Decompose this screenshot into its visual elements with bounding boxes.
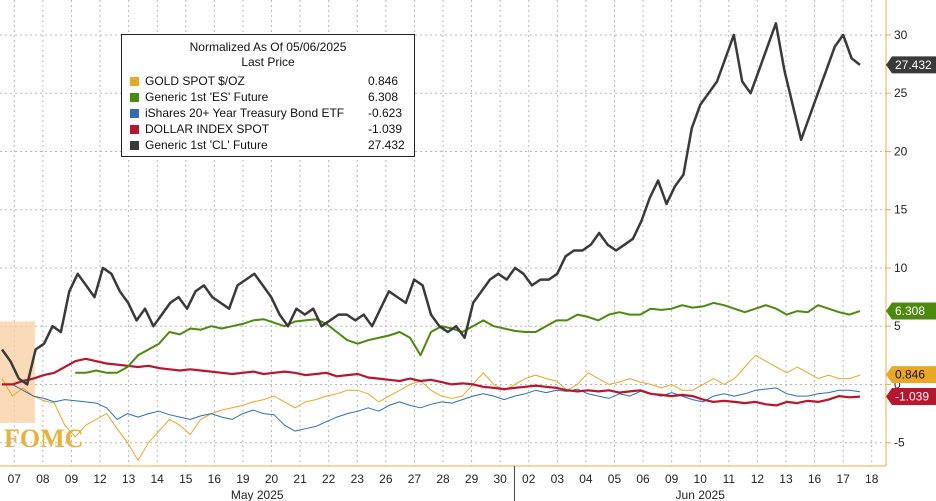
x-tick-label: 07	[8, 472, 22, 486]
x-tick-label: 14	[151, 472, 165, 486]
legend-label-cl: Generic 1st 'CL' Future	[145, 138, 268, 152]
x-axis-labels: 07 08 09 12 13 14 15 16 19 20 21 22 23 26 27 28 29 30 02 03…	[8, 466, 879, 501]
month-label: May 2025	[231, 488, 284, 501]
last-value-tag-text: -1.039	[895, 390, 929, 404]
x-tick-label: 19	[236, 472, 250, 486]
series-line	[0, 22, 861, 386]
x-tick-label: 12	[93, 472, 107, 486]
legend-title: Normalized As Of 05/06/2025	[189, 40, 347, 54]
last-value-tag-text: 6.308	[895, 304, 925, 318]
legend-value-es: 6.308	[368, 90, 399, 104]
last-value-tag	[886, 366, 936, 384]
y-tick-label: 20	[894, 144, 908, 158]
x-tick-label: 02	[522, 472, 536, 486]
x-tick-label: 12	[751, 472, 765, 486]
last-value-tag-text: 27.432	[895, 58, 932, 72]
x-tick-label: 21	[293, 472, 307, 486]
legend-value-cl: 27.432	[368, 138, 405, 152]
x-tick-label: 08	[36, 472, 50, 486]
legend-entry-dxy: DOLLAR INDEX SPOT -1.039	[122, 121, 414, 137]
x-tick-label: 16	[808, 472, 822, 486]
series-line	[2, 357, 861, 407]
x-tick-label: 04	[579, 472, 593, 486]
last-value-tag	[886, 302, 936, 320]
legend-value-gold: 0.846	[368, 74, 399, 88]
series-line	[1, 354, 861, 461]
x-tick-label: 29	[465, 472, 479, 486]
x-tick-label: 15	[179, 472, 193, 486]
legend-swatch-cl	[130, 141, 139, 150]
legend-entry-cl: Generic 1st 'CL' Future 27.432	[122, 137, 414, 153]
x-tick-label: 06	[636, 472, 650, 486]
x-tick-label: 23	[351, 472, 365, 486]
last-value-tag	[886, 56, 936, 74]
y-tick-label: 30	[894, 28, 908, 42]
legend-swatch-dxy	[130, 125, 139, 134]
legend-entry-gold: GOLD SPOT $/OZ 0.846	[122, 73, 414, 89]
series-layer	[0, 22, 861, 461]
x-tick-label: 17	[836, 472, 850, 486]
month-label: Jun 2025	[676, 488, 726, 501]
x-tick-label: 03	[551, 472, 565, 486]
x-tick-label: 09	[65, 472, 79, 486]
legend-label-es: Generic 1st 'ES' Future	[145, 90, 269, 104]
legend-entry-tlt: iShares 20+ Year Treasury Bond ETF -0.62…	[122, 105, 414, 121]
legend-subtitle: Last Price	[241, 55, 295, 69]
y-tick-label: 10	[894, 261, 908, 275]
x-tick-label: 13	[122, 472, 136, 486]
x-tick-label: 27	[408, 472, 422, 486]
x-tick-label: 26	[379, 472, 393, 486]
y-tick-label: 0	[894, 377, 901, 391]
legend-value-dxy: -1.039	[368, 122, 403, 136]
legend-swatch-es	[130, 93, 139, 102]
last-value-tag	[886, 388, 936, 406]
x-tick-label: 30	[493, 472, 507, 486]
y-tick-label: 15	[894, 203, 908, 217]
x-tick-label: 18	[865, 472, 879, 486]
last-value-tags: 0.846 6.308 -1.039 27.432	[886, 56, 936, 406]
x-tick-label: 11	[723, 472, 736, 486]
y-axis-labels: -5 0 5 10 15 20 25 30	[894, 28, 908, 450]
x-tick-label: 05	[608, 472, 622, 486]
legend: Normalized As Of 05/06/2025 Last Price G…	[121, 34, 415, 157]
legend-label-gold: GOLD SPOT $/OZ	[145, 74, 245, 88]
x-tick-label: 13	[779, 472, 793, 486]
x-tick-label: 22	[322, 472, 336, 486]
legend-entry-es: Generic 1st 'ES' Future 6.308	[122, 89, 414, 105]
legend-swatch-gold	[130, 77, 139, 86]
x-tick-label: 28	[436, 472, 450, 486]
legend-value-tlt: -0.623	[368, 106, 403, 120]
last-value-tag-text: 0.846	[895, 368, 925, 382]
x-tick-label: 10	[694, 472, 708, 486]
axes	[0, 0, 891, 467]
x-tick-label: 09	[665, 472, 679, 486]
x-tick-label: 16	[208, 472, 222, 486]
legend-label-dxy: DOLLAR INDEX SPOT	[145, 122, 270, 136]
series-line	[75, 301, 861, 374]
legend-label-tlt: iShares 20+ Year Treasury Bond ETF	[145, 106, 345, 120]
fomc-annotation: FOMC	[4, 424, 84, 453]
y-tick-label: 25	[894, 86, 908, 100]
series-line	[2, 383, 861, 432]
x-tick-label: 20	[265, 472, 279, 486]
y-tick-label: 5	[894, 319, 901, 333]
y-tick-label: -5	[894, 436, 905, 450]
legend-swatch-tlt	[130, 109, 139, 118]
